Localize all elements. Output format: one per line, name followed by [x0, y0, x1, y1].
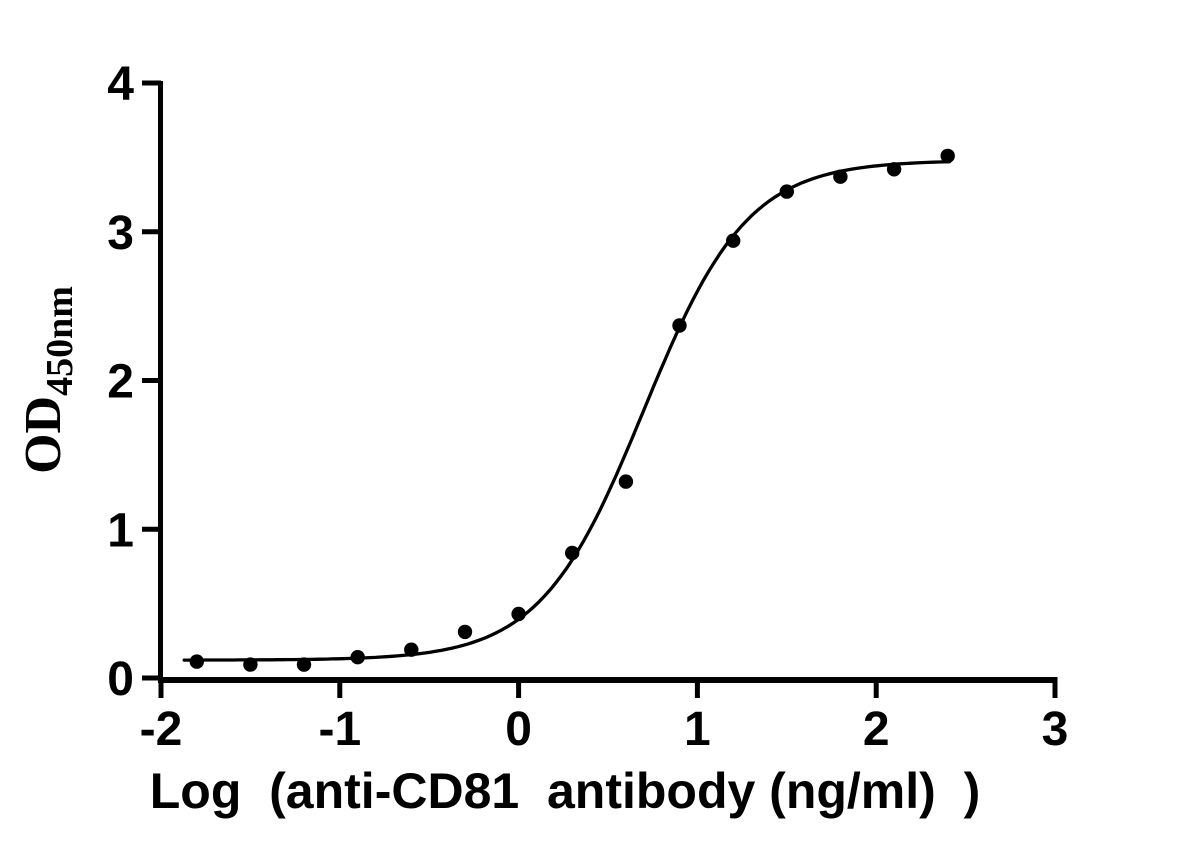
- y-tick-label: 1: [107, 504, 134, 557]
- data-point: [189, 654, 204, 669]
- data-point: [833, 169, 848, 184]
- data-point: [618, 474, 634, 489]
- y-tick-label: 3: [107, 207, 134, 260]
- data-point: [779, 184, 794, 199]
- data-point: [243, 657, 258, 672]
- x-tick-label: 3: [1042, 703, 1069, 756]
- y-axis-title: OD450nm: [15, 286, 81, 474]
- data-point: [511, 606, 526, 622]
- data-point: [726, 233, 741, 248]
- x-tick-label: 0: [505, 703, 532, 756]
- data-point: [565, 545, 580, 561]
- x-tick-label: -2: [140, 703, 183, 756]
- y-tick-label: 0: [107, 653, 134, 706]
- x-tick-label: -1: [318, 703, 361, 756]
- data-point: [296, 657, 312, 672]
- y-tick-label: 4: [107, 58, 134, 111]
- y-tick-label: 2: [107, 356, 134, 409]
- data-point: [940, 148, 955, 164]
- data-point: [672, 318, 687, 333]
- fit-curve: [182, 160, 952, 662]
- x-tick-label: 2: [863, 703, 890, 756]
- data-point: [886, 162, 902, 177]
- y-axis-title-subscript: 450nm: [39, 286, 81, 396]
- x-tick-label: 1: [684, 703, 711, 756]
- data-point: [350, 650, 365, 665]
- data-point: [404, 642, 419, 657]
- data-point: [457, 624, 473, 640]
- x-axis-title: Log (anti-CD81 antibody (ng/ml) ): [150, 763, 981, 819]
